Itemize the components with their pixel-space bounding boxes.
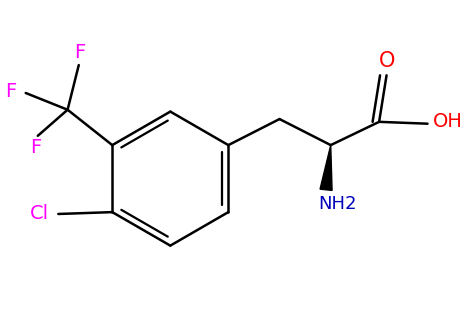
Text: F: F <box>30 139 41 157</box>
Text: O: O <box>379 51 396 71</box>
Text: OH: OH <box>433 112 463 131</box>
Text: F: F <box>5 82 16 100</box>
Text: Cl: Cl <box>30 204 49 223</box>
Polygon shape <box>320 145 332 190</box>
Text: F: F <box>74 43 85 61</box>
Text: NH2: NH2 <box>318 195 356 213</box>
